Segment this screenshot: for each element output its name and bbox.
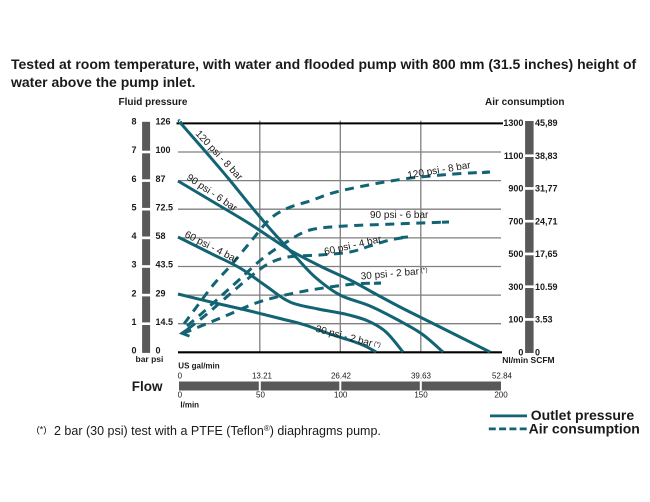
svg-text:Nl/min SCFM: Nl/min SCFM — [502, 355, 554, 365]
svg-text:52.84: 52.84 — [492, 372, 513, 381]
svg-text:72.5: 72.5 — [156, 202, 174, 212]
svg-text:Tested at room temperature, wi: Tested at room temperature, with water a… — [11, 56, 637, 72]
svg-text:126: 126 — [156, 117, 171, 127]
svg-text:31,77: 31,77 — [535, 184, 558, 194]
svg-text:100: 100 — [508, 315, 523, 325]
svg-text:50: 50 — [256, 391, 265, 400]
svg-text:45,89: 45,89 — [535, 118, 558, 128]
svg-text:700: 700 — [508, 216, 523, 226]
svg-text:4: 4 — [131, 231, 136, 241]
svg-text:5: 5 — [131, 202, 136, 212]
svg-text:6: 6 — [131, 174, 136, 184]
svg-text:100: 100 — [334, 391, 348, 400]
svg-text:500: 500 — [508, 249, 523, 259]
svg-text:87: 87 — [156, 174, 166, 184]
svg-text:43.5: 43.5 — [156, 260, 174, 270]
svg-text:Flow: Flow — [132, 379, 163, 394]
svg-text:2: 2 — [131, 288, 136, 298]
svg-text:Fluid pressure: Fluid pressure — [119, 97, 188, 108]
svg-text:58: 58 — [156, 231, 166, 241]
svg-text:0: 0 — [178, 372, 183, 381]
svg-text:10.59: 10.59 — [535, 282, 558, 292]
svg-text:200: 200 — [494, 391, 508, 400]
svg-text:bar psi: bar psi — [136, 354, 164, 364]
svg-text:3.53: 3.53 — [535, 315, 553, 325]
svg-text:26.42: 26.42 — [331, 372, 352, 381]
svg-text:water above the pump inlet.: water above the pump inlet. — [10, 74, 195, 90]
svg-text:2 bar (30 psi) test with a PTF: 2 bar (30 psi) test with a PTFE (Teflon®… — [54, 424, 381, 438]
svg-text:(*): (*) — [37, 425, 47, 436]
svg-text:300: 300 — [508, 282, 523, 292]
svg-text:14.5: 14.5 — [156, 317, 174, 327]
svg-text:24,71: 24,71 — [535, 216, 558, 226]
svg-text:900: 900 — [508, 184, 523, 194]
svg-text:150: 150 — [414, 391, 428, 400]
svg-text:90 psi - 6 bar: 90 psi - 6 bar — [370, 210, 429, 221]
svg-text:100: 100 — [156, 145, 171, 155]
svg-text:29: 29 — [156, 288, 166, 298]
svg-text:3: 3 — [131, 260, 136, 270]
svg-text:39.63: 39.63 — [411, 372, 432, 381]
svg-text:8: 8 — [131, 117, 136, 127]
svg-text:l/min: l/min — [180, 400, 199, 409]
svg-text:Air consumption: Air consumption — [485, 97, 564, 108]
svg-text:0: 0 — [178, 391, 183, 400]
svg-text:13.21: 13.21 — [252, 372, 273, 381]
svg-text:1: 1 — [131, 317, 136, 327]
svg-text:17,65: 17,65 — [535, 249, 558, 259]
svg-text:7: 7 — [131, 145, 136, 155]
svg-text:38,83: 38,83 — [535, 151, 558, 161]
svg-text:Air consumption: Air consumption — [529, 421, 640, 437]
svg-text:1300: 1300 — [503, 118, 523, 128]
svg-text:US gal/min: US gal/min — [178, 362, 219, 371]
svg-text:1100: 1100 — [504, 151, 524, 161]
